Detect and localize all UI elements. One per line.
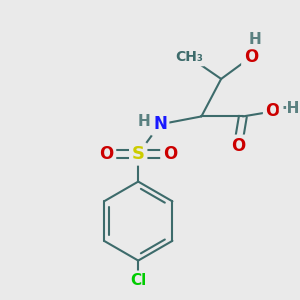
Text: S: S <box>132 145 145 163</box>
Text: ·H: ·H <box>281 101 299 116</box>
Text: Cl: Cl <box>130 273 146 288</box>
Text: O: O <box>231 137 245 155</box>
Text: H: H <box>248 32 261 47</box>
Text: H: H <box>138 114 151 129</box>
Text: O: O <box>100 145 114 163</box>
Text: O: O <box>163 145 177 163</box>
Text: O: O <box>266 103 280 121</box>
Text: O: O <box>244 48 258 66</box>
Text: CH₃: CH₃ <box>176 50 203 64</box>
Text: N: N <box>153 115 167 133</box>
